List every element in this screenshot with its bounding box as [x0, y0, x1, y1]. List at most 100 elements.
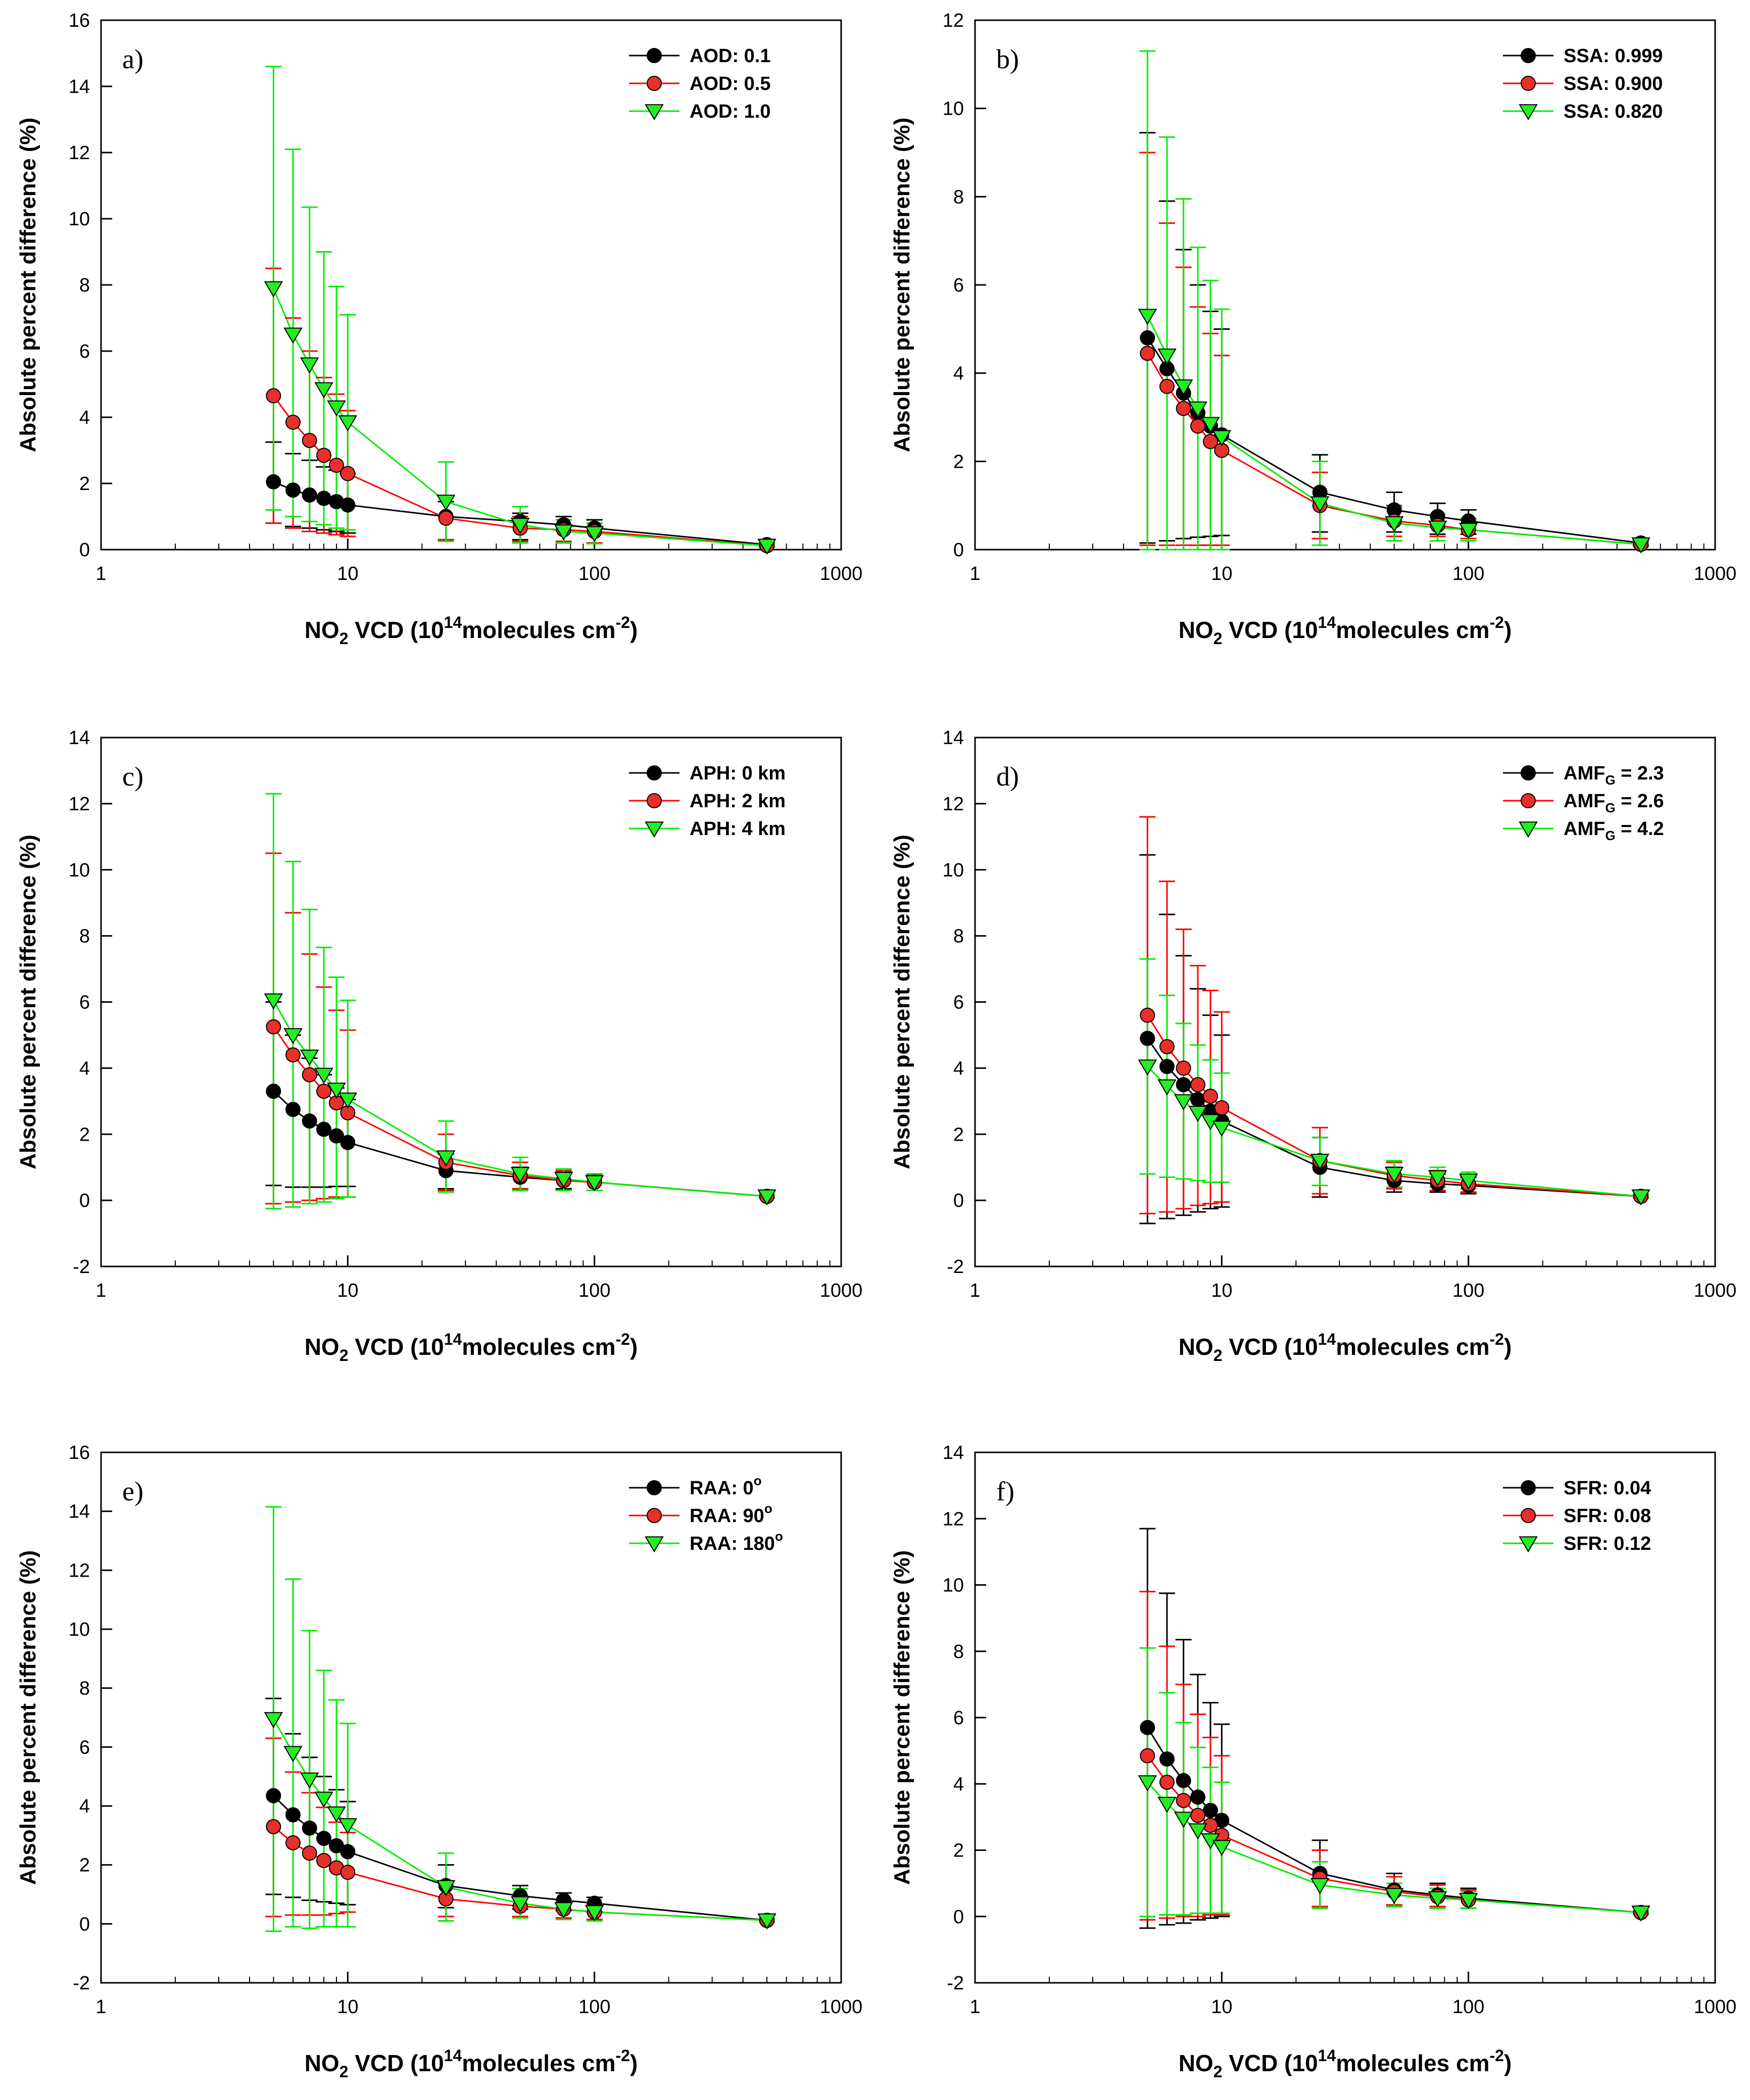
x-axis-label-part: )	[630, 1334, 638, 1360]
y-tick-label: 8	[79, 1678, 90, 1699]
x-tick-label: 100	[578, 1996, 610, 2018]
legend-marker	[1521, 48, 1536, 63]
data-point	[314, 1791, 333, 1808]
y-tick-label: 12	[943, 1508, 964, 1530]
x-axis-label-part: 14	[444, 2046, 462, 2065]
data-point	[1459, 1893, 1478, 1910]
legend-marker	[645, 821, 664, 838]
data-point	[1157, 348, 1177, 365]
y-tick-label: 10	[943, 99, 964, 120]
data-point	[1176, 1773, 1191, 1788]
y-tick-label: 10	[69, 860, 90, 881]
y-tick-label: 16	[69, 1442, 90, 1463]
data-point	[340, 1865, 356, 1880]
x-axis-label-part: )	[630, 2050, 638, 2076]
data-point	[302, 1113, 317, 1129]
x-axis-label-part: -2	[1490, 613, 1504, 631]
x-tick-label: 10	[1211, 563, 1232, 584]
data-point	[1190, 1092, 1206, 1107]
panel-label: e)	[122, 1476, 143, 1506]
x-axis-label-part: )	[630, 617, 638, 643]
data-point	[316, 1831, 332, 1846]
data-point	[1157, 1796, 1177, 1813]
legend-label: SSA: 0.900	[1564, 73, 1663, 94]
data-point	[302, 1820, 317, 1836]
y-tick-label: 14	[69, 76, 90, 97]
y-tick-label: 2	[79, 1124, 90, 1145]
legend-label: AOD: 0.5	[690, 73, 770, 94]
y-tick-label: 14	[69, 1501, 90, 1523]
panel-label: c)	[122, 761, 143, 792]
y-axis-label: Absolute percent difference (%)	[890, 118, 914, 453]
data-point	[1459, 1174, 1478, 1190]
x-tick-label: 10	[1211, 1996, 1232, 2018]
data-point	[338, 1818, 358, 1835]
y-tick-label: 6	[79, 1737, 90, 1758]
data-point	[1428, 1891, 1447, 1908]
legend-label: AMFG = 2.6	[1564, 791, 1664, 815]
data-point	[757, 1189, 776, 1206]
y-tick-label: 10	[943, 860, 964, 881]
data-point	[300, 357, 319, 374]
chart-panel-c: -2 0 2 4 6 8 10 12 14 1 10 100 1000 Absolute percent …	[16, 727, 862, 1364]
y-tick-label: 8	[953, 186, 964, 208]
data-point	[1138, 1059, 1157, 1076]
y-tick-label: 4	[79, 407, 90, 428]
data-point	[283, 327, 303, 344]
legend-marker	[647, 1508, 662, 1523]
legend-label-part: AMF	[1564, 791, 1605, 812]
x-axis-label: NO2 VCD (1014molecules cm-2)	[305, 613, 638, 648]
data-point	[302, 1067, 317, 1083]
x-tick-label: 1000	[820, 1996, 863, 2018]
data-point	[1310, 496, 1330, 513]
data-point	[285, 1807, 301, 1823]
data-point	[554, 1902, 573, 1919]
data-point	[266, 388, 281, 404]
y-tick-label: 8	[79, 275, 90, 296]
y-axis-label: Absolute percent difference (%)	[16, 118, 40, 453]
data-point	[1384, 516, 1404, 532]
x-tick-label: 10	[1211, 1280, 1232, 1301]
legend-label: SSA: 0.999	[1564, 45, 1663, 67]
data-point	[285, 482, 301, 498]
y-tick-label: 6	[79, 341, 90, 362]
legend-label: APH: 0 km	[690, 763, 786, 784]
data-point	[1202, 1088, 1218, 1104]
data-point	[1202, 434, 1218, 450]
y-tick-label: 8	[953, 1641, 964, 1663]
x-axis-label-part: )	[1504, 1334, 1512, 1360]
data-point	[1159, 1039, 1175, 1054]
data-point	[264, 281, 283, 298]
y-axis-label: Absolute percent difference (%)	[16, 1550, 40, 1885]
data-point	[340, 497, 356, 513]
y-tick-label: 2	[953, 1840, 964, 1862]
data-point	[327, 400, 346, 417]
data-point	[436, 495, 456, 511]
legend-label-part: RAA: 0	[690, 1478, 754, 1499]
data-point	[1174, 1094, 1193, 1110]
x-axis-label-part: NO	[305, 1334, 339, 1360]
y-tick-label: 12	[69, 142, 90, 164]
data-point	[1159, 1774, 1175, 1790]
x-axis-label-part: molecules cm	[462, 617, 615, 643]
legend-label-part: o	[764, 1501, 772, 1516]
legend-label: SFR: 0.04	[1564, 1478, 1651, 1499]
y-tick-label: 8	[953, 926, 964, 947]
data-point	[300, 1772, 319, 1789]
legend-label: SFR: 0.08	[1564, 1505, 1651, 1527]
data-point	[1138, 1775, 1157, 1792]
data-point	[285, 1047, 301, 1063]
x-axis-label-part: 14	[1318, 2046, 1336, 2065]
y-axis-label: Absolute percent difference (%)	[890, 1550, 914, 1885]
data-point	[338, 415, 358, 431]
legend-label: RAA: 90o	[690, 1501, 772, 1527]
data-point	[1159, 1751, 1175, 1767]
x-axis-label-part: VCD (10	[348, 2050, 444, 2076]
y-tick-label: 4	[953, 363, 964, 384]
data-point	[266, 1788, 281, 1803]
data-point	[283, 1028, 303, 1045]
data-point	[1459, 522, 1478, 539]
y-tick-label: 12	[943, 794, 964, 815]
x-tick-label: 1	[969, 1280, 980, 1301]
legend-marker	[1519, 1536, 1538, 1553]
